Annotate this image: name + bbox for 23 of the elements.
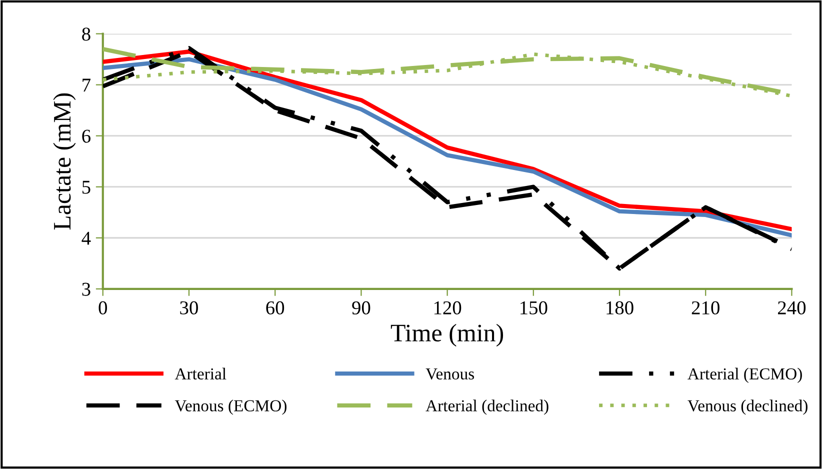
y-tick-label: 5 — [82, 180, 90, 194]
x-axis-title: Time (min) — [390, 324, 504, 347]
y-tick-label: 3 — [82, 282, 90, 296]
x-tick-label: 60 — [266, 301, 284, 314]
x-tick-label: 120 — [434, 301, 462, 314]
y-tick-label: 6 — [82, 130, 90, 143]
legend-label: Venous (declined) — [688, 400, 808, 415]
legend-label: Arterial — [174, 368, 226, 380]
legend-label: Arterial (ECMO) — [688, 368, 802, 383]
y-axis-title: Lactate (mM) — [53, 93, 76, 230]
x-tick-label: 180 — [606, 301, 634, 314]
x-tick-label: 30 — [180, 301, 198, 314]
y-tick-label: 7 — [82, 78, 91, 92]
x-tick-label: 0 — [98, 301, 107, 314]
x-tick-label: 210 — [692, 301, 720, 314]
x-tick-label: 150 — [520, 301, 548, 314]
legend-label: Venous (ECMO) — [174, 400, 286, 415]
legend-label: Venous — [426, 368, 474, 380]
y-tick-label: 4 — [82, 232, 91, 245]
y-tick-label: 8 — [82, 28, 90, 41]
legend-label: Arterial (declined) — [426, 400, 548, 415]
x-tick-label: 240 — [778, 301, 806, 314]
x-tick-label: 90 — [352, 301, 370, 314]
